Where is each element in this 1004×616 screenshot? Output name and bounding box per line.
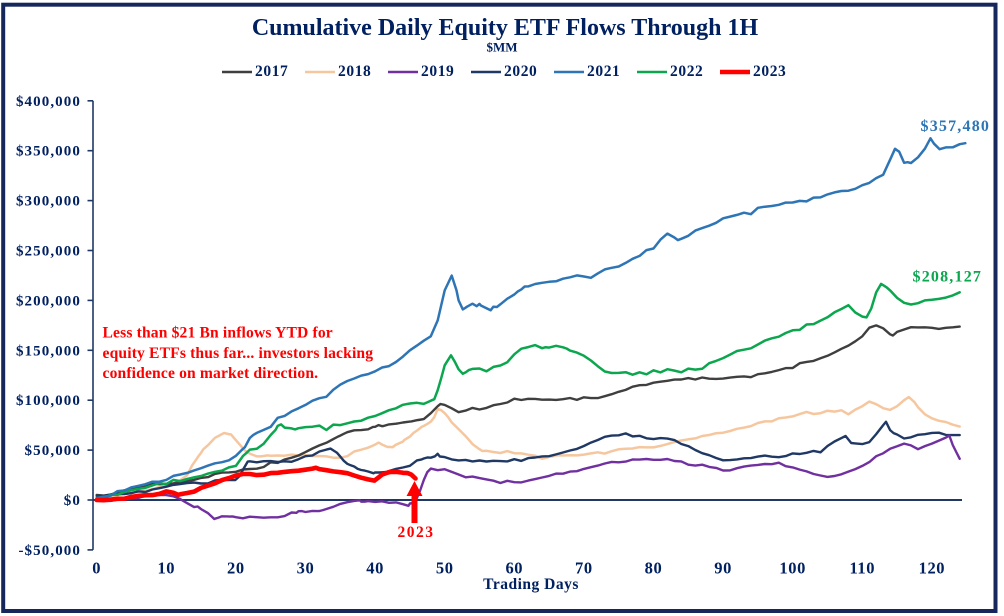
svg-text:$357,480: $357,480 <box>921 118 991 135</box>
svg-text:2019: 2019 <box>421 63 454 80</box>
svg-text:$150,000: $150,000 <box>16 343 81 359</box>
svg-text:90: 90 <box>714 559 732 578</box>
svg-text:$400,000: $400,000 <box>16 94 81 110</box>
svg-text:equity ETFs thus far... invest: equity ETFs thus far... investors lackin… <box>103 345 374 362</box>
svg-text:-$50,000: -$50,000 <box>18 543 81 559</box>
svg-text:$208,127: $208,127 <box>913 269 983 286</box>
svg-text:Trading Days: Trading Days <box>483 576 579 593</box>
svg-text:$200,000: $200,000 <box>16 293 81 309</box>
svg-text:10: 10 <box>157 559 175 578</box>
svg-text:20: 20 <box>227 559 245 578</box>
svg-text:$MM: $MM <box>486 40 517 55</box>
svg-text:0: 0 <box>92 559 101 578</box>
svg-text:40: 40 <box>366 559 384 578</box>
svg-text:$0: $0 <box>64 493 81 509</box>
svg-text:$50,000: $50,000 <box>25 443 81 459</box>
svg-text:Cumulative Daily Equity ETF Fl: Cumulative Daily Equity ETF Flows Throug… <box>252 15 759 41</box>
svg-text:50: 50 <box>436 559 454 578</box>
svg-text:$300,000: $300,000 <box>16 194 81 210</box>
svg-text:30: 30 <box>297 559 315 578</box>
svg-text:2017: 2017 <box>255 63 288 80</box>
svg-text:$350,000: $350,000 <box>16 144 81 160</box>
svg-text:confidence on market direction: confidence on market direction. <box>103 365 319 382</box>
svg-text:110: 110 <box>849 559 875 578</box>
svg-text:2018: 2018 <box>338 63 371 80</box>
svg-text:120: 120 <box>919 559 946 578</box>
svg-text:2023: 2023 <box>398 524 435 541</box>
svg-text:70: 70 <box>575 559 593 578</box>
svg-text:2023: 2023 <box>753 63 786 80</box>
svg-text:Less than $21 Bn inflows YTD f: Less than $21 Bn inflows YTD for <box>103 325 333 342</box>
svg-text:$250,000: $250,000 <box>16 244 81 260</box>
svg-text:2021: 2021 <box>587 63 620 80</box>
svg-text:2020: 2020 <box>504 63 537 80</box>
svg-text:$100,000: $100,000 <box>16 393 81 409</box>
svg-text:60: 60 <box>505 559 523 578</box>
svg-text:2022: 2022 <box>670 63 703 80</box>
svg-text:100: 100 <box>779 559 806 578</box>
svg-text:80: 80 <box>645 559 663 578</box>
